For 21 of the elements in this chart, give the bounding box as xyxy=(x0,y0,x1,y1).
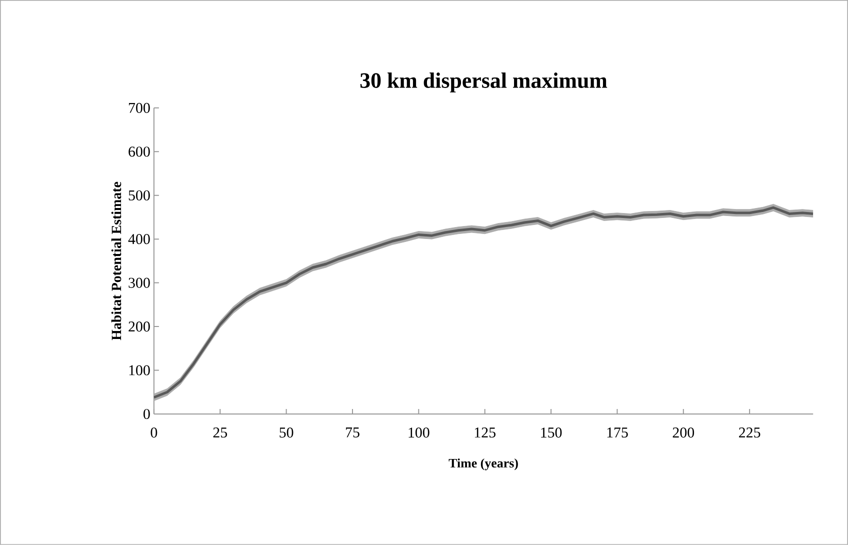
x-axis-title: Time (years) xyxy=(448,458,518,470)
y-tick-label: 400 xyxy=(128,234,150,244)
x-tick-label: 175 xyxy=(607,428,628,438)
y-tick-label: 200 xyxy=(128,322,150,332)
x-tick-label: 125 xyxy=(474,428,496,438)
x-tick-label: 75 xyxy=(346,428,360,438)
x-tick-label: 25 xyxy=(213,428,228,438)
x-tick-label: 225 xyxy=(739,428,760,438)
x-tick-label: 200 xyxy=(672,428,694,438)
y-tick-label: 300 xyxy=(128,278,150,288)
y-tick-label: 600 xyxy=(128,146,150,157)
x-tick-label: 0 xyxy=(150,428,158,438)
y-tick-label: 700 xyxy=(128,102,150,113)
x-tick-label: 50 xyxy=(280,428,294,438)
x-tick-label: 150 xyxy=(541,428,562,438)
x-tick-label: 100 xyxy=(408,428,430,438)
chart-title: 30 km dispersal maximum xyxy=(360,72,608,92)
y-tick-label: 500 xyxy=(128,190,150,200)
y-tick-label: 0 xyxy=(144,408,150,420)
y-axis-title: Habitat Potential Estimate xyxy=(111,182,122,340)
y-tick-label: 100 xyxy=(129,365,150,376)
